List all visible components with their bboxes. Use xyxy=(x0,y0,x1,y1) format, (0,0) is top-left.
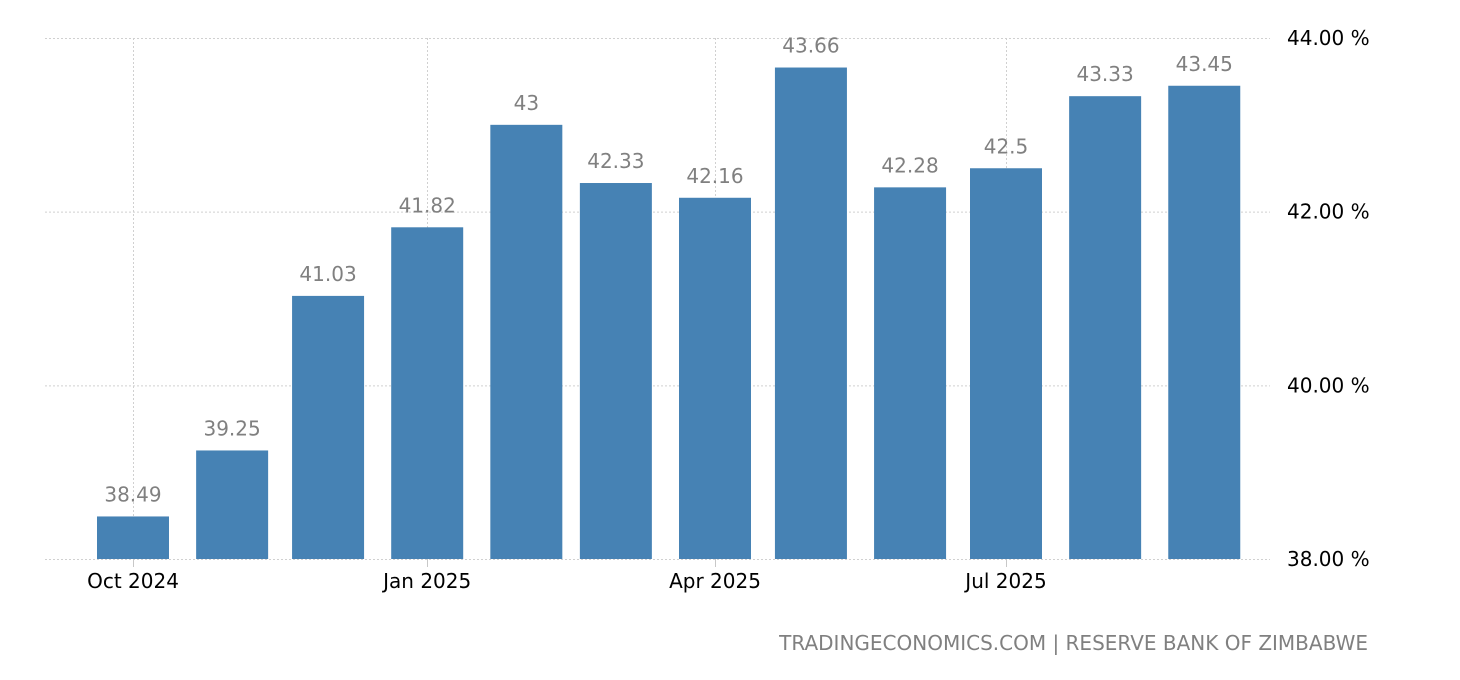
y-tick-label: 42.00 % xyxy=(1287,200,1370,224)
data-label: 43.66 xyxy=(782,34,839,58)
data-label: 38.49 xyxy=(104,482,161,506)
y-axis: 38.00 % 40.00 % 42.00 % 44.00 % xyxy=(1287,26,1370,571)
data-label: 42.5 xyxy=(984,134,1029,158)
bar-jan-2025 xyxy=(391,227,464,559)
bar-jun-2025 xyxy=(874,187,947,559)
x-tick-label: Jan 2025 xyxy=(381,569,471,593)
data-label: 41.03 xyxy=(299,262,356,286)
bar-aug-2025 xyxy=(1069,96,1142,559)
bar-sep-2025 xyxy=(1168,85,1241,559)
bar-oct-2024 xyxy=(97,516,169,559)
x-axis: Oct 2024 Jan 2025 Apr 2025 Jul 2025 xyxy=(87,559,1047,593)
data-label: 43.33 xyxy=(1076,62,1133,86)
data-label: 42.28 xyxy=(881,153,938,177)
bar-mar-2025 xyxy=(579,183,652,560)
data-label: 41.82 xyxy=(399,193,456,217)
y-tick-label: 44.00 % xyxy=(1287,26,1370,50)
bar-nov-2024 xyxy=(196,450,269,559)
bars xyxy=(97,67,1241,560)
bar-jul-2025 xyxy=(970,168,1042,559)
bar-dec-2024 xyxy=(292,295,365,559)
y-tick-label: 38.00 % xyxy=(1287,547,1370,571)
data-label: 43 xyxy=(514,91,539,115)
data-label: 43.45 xyxy=(1176,52,1233,76)
bar-feb-2025 xyxy=(490,124,563,559)
y-tick-label: 40.00 % xyxy=(1287,373,1370,397)
data-label: 39.25 xyxy=(203,416,260,440)
bar-may-2025 xyxy=(774,67,847,560)
data-label: 42.16 xyxy=(686,164,743,188)
data-label: 42.33 xyxy=(587,149,644,173)
bar-apr-2025 xyxy=(679,197,751,560)
x-tick-label: Jul 2025 xyxy=(963,569,1046,593)
x-tick-label: Apr 2025 xyxy=(669,569,761,593)
data-labels: 38.49 39.25 41.03 41.82 43 42.33 42.16 43.66 42.… xyxy=(104,34,1233,507)
x-tick-label: Oct 2024 xyxy=(87,569,179,593)
source-credit: TRADINGECONOMICS.COM | RESERVE BANK OF Z… xyxy=(778,631,1368,655)
